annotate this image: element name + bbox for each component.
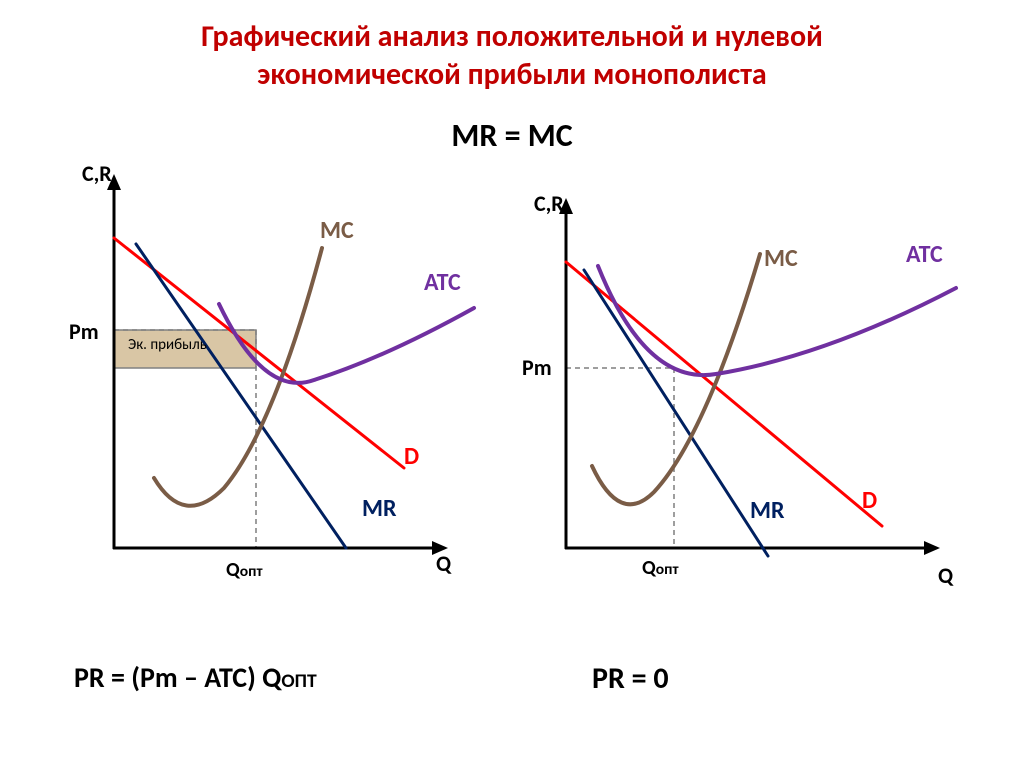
right-x-axis-label: Q bbox=[938, 562, 953, 589]
right-pm-label: Pm bbox=[522, 354, 552, 381]
left-qopt-label: Qопт bbox=[226, 558, 263, 582]
right-chart: C,R Q Pm Qопт MC ATC D MR bbox=[536, 196, 976, 576]
right-mc-label: MC bbox=[764, 244, 798, 273]
slide-title: Графический анализ положительной и нулев… bbox=[0, 18, 1024, 93]
left-chart-svg bbox=[84, 168, 484, 578]
left-x-axis-label: Q bbox=[436, 550, 451, 577]
left-mc-label: MC bbox=[320, 216, 354, 245]
title-line-2: экономической прибыли монополиста bbox=[0, 56, 1024, 94]
left-formula: PR = (Pm – ATC) QОПТ bbox=[74, 660, 317, 695]
slide-subtitle: MR = MC bbox=[0, 116, 1024, 155]
left-atc-label: ATC bbox=[424, 268, 461, 297]
left-mr-label: MR bbox=[362, 494, 397, 523]
left-pm-label: Pm bbox=[69, 318, 99, 345]
left-y-axis-label: C,R bbox=[82, 160, 112, 187]
right-formula: PR = 0 bbox=[592, 660, 669, 697]
title-line-1: Графический анализ положительной и нулев… bbox=[0, 18, 1024, 56]
right-mr-label: MR bbox=[750, 496, 785, 525]
right-y-axis-label: C,R bbox=[534, 190, 564, 217]
right-qopt-label: Qопт bbox=[642, 556, 679, 580]
left-chart: C,R Q Pm Qопт MC ATC D MR Эк. прибыль bbox=[84, 168, 484, 578]
left-d-label: D bbox=[404, 442, 419, 471]
right-atc-label: ATC bbox=[906, 240, 943, 269]
left-profit-label: Эк. прибыль bbox=[128, 336, 207, 354]
right-d-label: D bbox=[862, 486, 877, 515]
